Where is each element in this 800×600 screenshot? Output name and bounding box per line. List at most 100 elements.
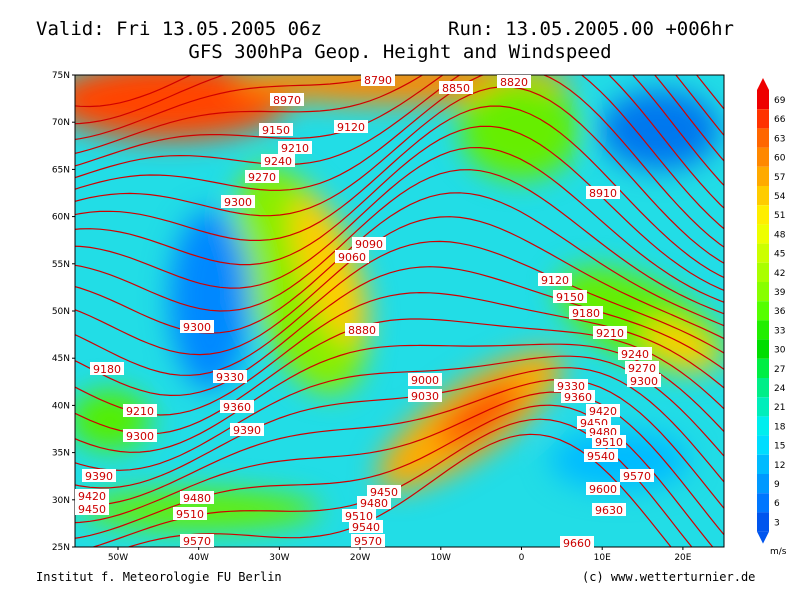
contour-label-bg bbox=[123, 404, 157, 417]
contour-label-bg bbox=[180, 320, 214, 333]
contour-label-bg bbox=[342, 509, 376, 522]
colorbar-cell bbox=[757, 243, 769, 263]
contour-label-bg bbox=[180, 534, 214, 547]
contour-label: 9300 bbox=[183, 321, 211, 334]
contour-label: 9630 bbox=[595, 504, 623, 517]
contour-label-bg bbox=[351, 534, 385, 547]
contour-label: 8970 bbox=[273, 94, 301, 107]
colorbar-tick: 33 bbox=[774, 326, 785, 336]
colorbar-tick: 9 bbox=[774, 480, 780, 490]
lon-label: 10W bbox=[431, 553, 451, 563]
contour-label: 9600 bbox=[589, 483, 617, 496]
contour-label-bg bbox=[75, 502, 109, 515]
lon-label: 50W bbox=[108, 553, 128, 563]
contour-label-bg bbox=[625, 361, 659, 374]
credit-left: Institut f. Meteorologie FU Berlin bbox=[36, 570, 282, 584]
colorbar-tick: 42 bbox=[774, 269, 785, 279]
contour-line bbox=[75, 378, 724, 510]
colorbar-cell bbox=[757, 339, 769, 359]
contour-label-bg bbox=[618, 347, 652, 360]
contour-label-bg bbox=[220, 400, 254, 413]
colorbar-tick: 30 bbox=[774, 346, 786, 356]
contour-label: 8880 bbox=[348, 324, 376, 337]
contour-label-bg bbox=[75, 489, 109, 502]
contour-label-bg bbox=[408, 389, 442, 402]
colorbar-cell bbox=[757, 320, 769, 340]
colorbar-cell bbox=[757, 90, 769, 110]
colorbar-tick: 21 bbox=[774, 403, 785, 413]
contour-label-bg bbox=[173, 507, 207, 520]
colorbar-tick: 39 bbox=[774, 288, 786, 298]
contour-label: 9540 bbox=[352, 521, 380, 534]
contour-line bbox=[75, 216, 724, 356]
colorbar-cell bbox=[757, 262, 769, 282]
colorbar-tick: 27 bbox=[774, 365, 785, 375]
lat-label: 50N bbox=[52, 307, 70, 317]
lat-label: 75N bbox=[52, 71, 70, 81]
lat-label: 70N bbox=[52, 118, 70, 128]
contour-label-bg bbox=[90, 362, 124, 375]
contour-label-bg bbox=[561, 390, 595, 403]
contour-label: 9480 bbox=[183, 492, 211, 505]
contour-line bbox=[75, 86, 724, 264]
contour-label: 9300 bbox=[224, 196, 252, 209]
colorbar-tick: 60 bbox=[774, 154, 786, 164]
contour-label-bg bbox=[213, 370, 247, 383]
contour-label-bg bbox=[560, 536, 594, 549]
contour-label-bg bbox=[367, 485, 401, 498]
contour-label-bg bbox=[270, 93, 304, 106]
contour-label: 9330 bbox=[557, 380, 585, 393]
contour-label: 9120 bbox=[541, 274, 569, 287]
contour-label-bg bbox=[620, 469, 654, 482]
colorbar-cell bbox=[757, 474, 769, 494]
contour-label-bg bbox=[361, 73, 395, 86]
contour-label: 9450 bbox=[370, 486, 398, 499]
contour-label-bg bbox=[408, 373, 442, 386]
colorbar-cell bbox=[757, 512, 769, 532]
colorbar-cell bbox=[757, 493, 769, 513]
contour-line bbox=[75, 266, 724, 397]
colorbar-cell bbox=[757, 397, 769, 417]
lat-label: 60N bbox=[52, 213, 70, 223]
contour-label: 8850 bbox=[442, 82, 470, 95]
contour-label-bg bbox=[123, 429, 157, 442]
contour-label-bg bbox=[230, 423, 264, 436]
contour-label-bg bbox=[221, 195, 255, 208]
contour-label: 9480 bbox=[360, 497, 388, 510]
contour-label: 9240 bbox=[264, 155, 292, 168]
contour-label: 9330 bbox=[216, 371, 244, 384]
contour-label: 9570 bbox=[354, 535, 382, 548]
colorbar-tick: 15 bbox=[774, 442, 785, 452]
colorbar-cell bbox=[757, 205, 769, 225]
contour-line bbox=[75, 75, 724, 110]
colorbar-tick: 24 bbox=[774, 384, 786, 394]
contour-label-bg bbox=[592, 503, 626, 516]
contour-label: 9510 bbox=[595, 436, 623, 449]
colorbar-tick: 12 bbox=[774, 461, 785, 471]
colorbar-cell bbox=[757, 166, 769, 186]
contour-label: 9360 bbox=[223, 401, 251, 414]
contour-label: 9060 bbox=[338, 251, 366, 264]
lat-label: 55N bbox=[52, 260, 70, 270]
lon-label: 30W bbox=[269, 553, 289, 563]
colorbar-tick: 66 bbox=[774, 115, 786, 125]
contour-line bbox=[75, 125, 724, 291]
contour-label-bg bbox=[584, 449, 618, 462]
colorbar-tick: 18 bbox=[774, 422, 786, 432]
contour-label: 9540 bbox=[587, 450, 615, 463]
contour-label: 9210 bbox=[596, 327, 624, 340]
contour-label-bg bbox=[627, 374, 661, 387]
colorbar-cell bbox=[757, 147, 769, 167]
contour-line bbox=[75, 146, 724, 303]
title: GFS 300hPa Geop. Height and Windspeed bbox=[188, 41, 611, 63]
contour-line bbox=[75, 169, 724, 315]
colorbar-tick: 45 bbox=[774, 250, 785, 260]
contour-label-bg bbox=[349, 520, 383, 533]
contour-label-bg bbox=[278, 141, 312, 154]
colorbar-cell bbox=[757, 109, 769, 129]
contour-label-bg bbox=[82, 469, 116, 482]
colorbar: 6966636057545148454239363330272421181512… bbox=[757, 78, 786, 544]
contour-label: 9150 bbox=[262, 124, 290, 137]
contour-label: 9450 bbox=[78, 503, 106, 516]
